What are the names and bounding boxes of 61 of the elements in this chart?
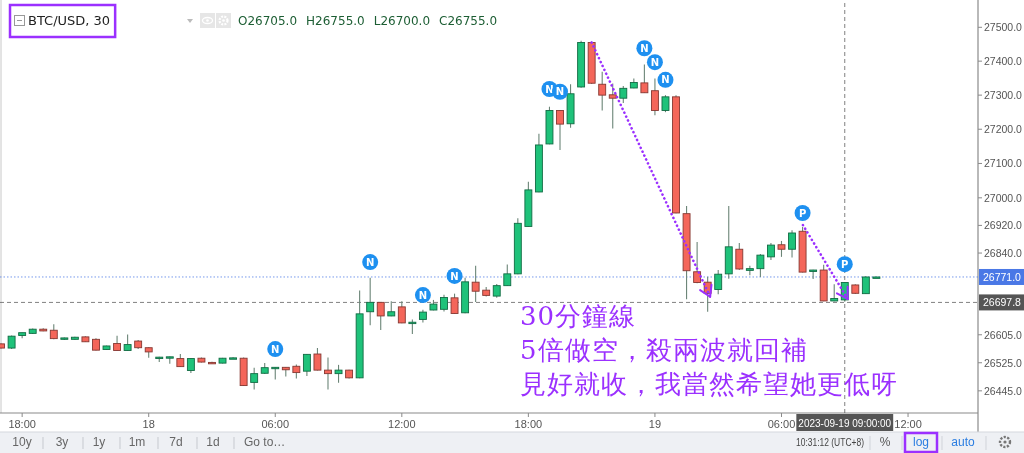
- annotation: N: [650, 56, 660, 68]
- y-tick-label: 27300.0: [984, 89, 1023, 102]
- annotation: C26755.0: [439, 14, 498, 28]
- event-marker: N: [636, 40, 653, 57]
- y-tick-label: 26445.0: [984, 384, 1023, 397]
- text: 7d: [169, 435, 183, 449]
- annotation: H26755.0: [306, 14, 365, 28]
- y-tick-label: 27100.0: [984, 157, 1023, 170]
- annotation: N: [640, 42, 649, 54]
- annotation: N: [365, 256, 375, 268]
- event-marker: P: [794, 205, 811, 221]
- annotation: 5倍做空，殺兩波就回補: [520, 335, 808, 365]
- y-tick-label: 27200.0: [984, 123, 1023, 136]
- text: %: [879, 435, 891, 449]
- y-tick-label: 26920.0: [984, 219, 1023, 232]
- ref-line-label: 2023-09-19 09:00:00: [798, 417, 892, 429]
- ref-line-label: 26697.8: [983, 296, 1022, 309]
- annotation: 30分鐘線: [520, 301, 637, 331]
- text: 10y: [12, 435, 32, 449]
- annotation: O26705.0: [238, 14, 298, 28]
- event-marker: N: [446, 267, 463, 284]
- x-tick-label: 18:00: [8, 418, 36, 430]
- annotation: N: [661, 74, 670, 86]
- text: log: [912, 435, 930, 449]
- x-tick-label: 18: [142, 418, 155, 430]
- text: 10:31:12 (UTC+8): [796, 436, 881, 448]
- text: 1d: [206, 435, 220, 449]
- x-tick-label: 19: [648, 418, 662, 430]
- text: auto: [951, 435, 975, 449]
- text: BTC/USD, 30: [28, 13, 111, 28]
- event-marker: N: [646, 54, 663, 71]
- event-marker: N: [552, 83, 568, 100]
- text: 1m: [128, 435, 146, 449]
- event-marker: P: [836, 256, 853, 273]
- event-marker: N: [362, 254, 379, 271]
- event-marker: N: [267, 341, 284, 358]
- x-tick-label: 18:00: [514, 418, 543, 430]
- x-tick-label: 06:00: [767, 418, 796, 430]
- annotation: P: [798, 207, 807, 219]
- annotation: 見好就收，我當然希望她更低呀: [520, 369, 898, 399]
- text: 3y: [55, 435, 69, 449]
- x-tick-label: 06:00: [261, 418, 290, 430]
- annotation: N: [418, 289, 428, 301]
- annotation: N: [271, 343, 280, 355]
- y-tick-label: 26525.0: [984, 356, 1023, 369]
- y-tick-label: 27400.0: [984, 55, 1023, 68]
- annotation: N: [450, 270, 459, 282]
- y-tick-label: 27500.0: [984, 21, 1023, 34]
- x-tick-label: 12:00: [388, 418, 416, 430]
- event-marker: N: [657, 71, 674, 88]
- text: Go to…: [244, 435, 286, 449]
- ref-line-label: 26771.0: [983, 270, 1022, 283]
- y-tick-label: 26605.0: [984, 328, 1023, 341]
- annotation: L26700.0: [373, 14, 431, 28]
- y-tick-label: 27000.0: [984, 191, 1023, 204]
- text: 1y: [92, 435, 106, 449]
- annotation: P: [841, 258, 849, 270]
- event-marker: N: [414, 287, 431, 304]
- x-tick-label: 12:00: [894, 418, 922, 430]
- y-tick-label: 26840.0: [984, 247, 1023, 260]
- annotation: N: [545, 83, 554, 95]
